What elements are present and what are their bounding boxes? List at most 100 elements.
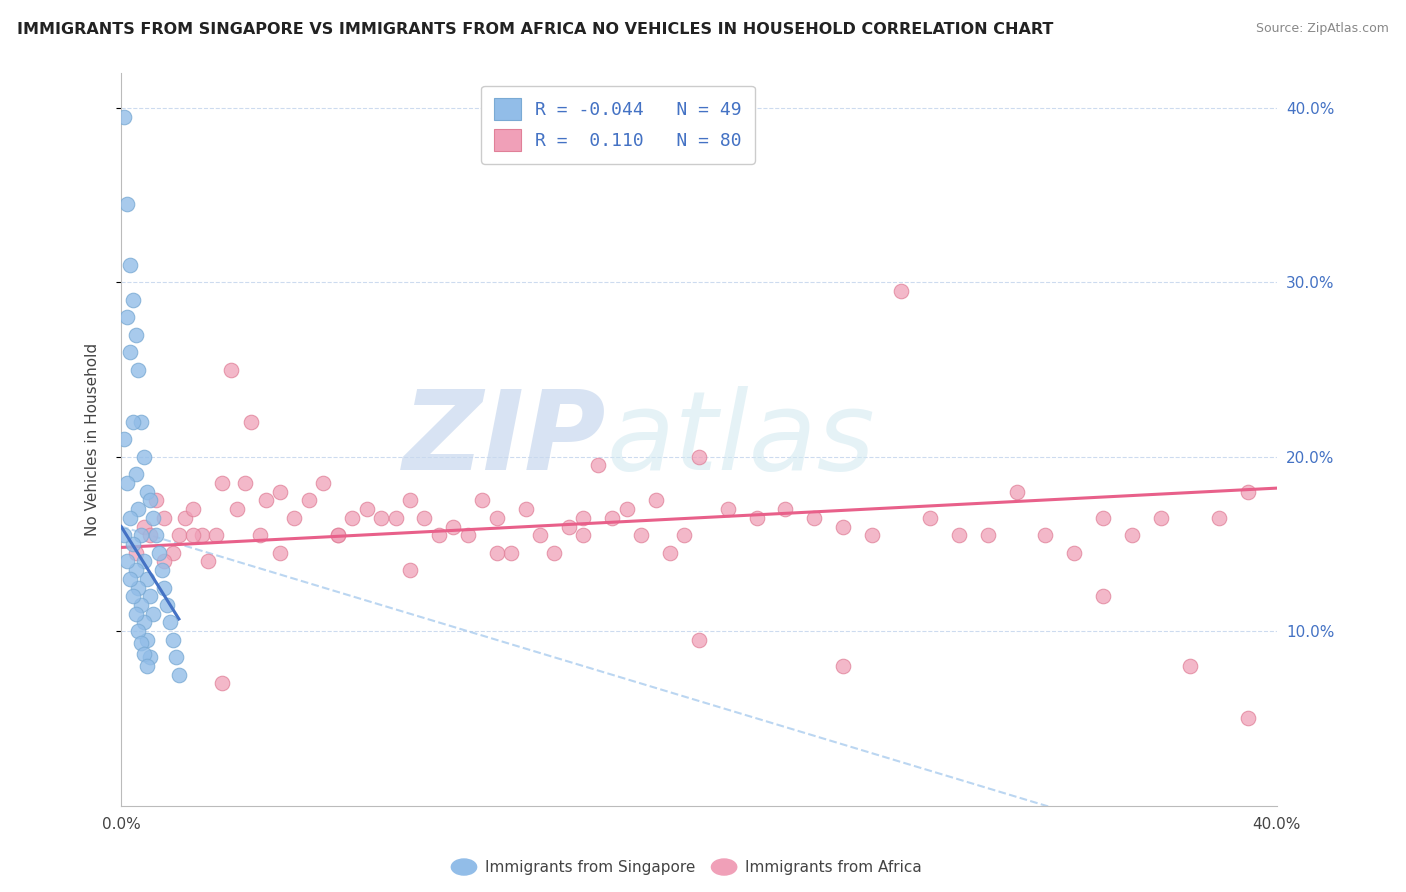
Point bbox=[139, 528, 162, 542]
Point bbox=[153, 581, 176, 595]
Point bbox=[115, 310, 138, 325]
Point bbox=[269, 546, 291, 560]
Point bbox=[156, 598, 179, 612]
Point bbox=[136, 632, 159, 647]
Point bbox=[153, 510, 176, 524]
Point bbox=[717, 502, 740, 516]
Legend: R = -0.044   N = 49, R =  0.110   N = 80: R = -0.044 N = 49, R = 0.110 N = 80 bbox=[481, 86, 755, 164]
Point bbox=[249, 528, 271, 542]
Point bbox=[153, 554, 176, 568]
Point bbox=[1121, 528, 1143, 542]
Point bbox=[600, 510, 623, 524]
Point bbox=[134, 519, 156, 533]
Point bbox=[254, 493, 277, 508]
Point bbox=[162, 632, 184, 647]
Point bbox=[139, 493, 162, 508]
Point bbox=[127, 624, 149, 639]
Point bbox=[326, 528, 349, 542]
Point bbox=[118, 258, 141, 272]
Point bbox=[142, 607, 165, 621]
Point bbox=[543, 546, 565, 560]
Point bbox=[131, 415, 153, 429]
Text: atlas: atlas bbox=[606, 385, 875, 492]
Point bbox=[413, 510, 436, 524]
Point bbox=[240, 415, 263, 429]
Y-axis label: No Vehicles in Household: No Vehicles in Household bbox=[86, 343, 100, 536]
Point bbox=[1092, 589, 1115, 603]
Point bbox=[115, 475, 138, 490]
Point bbox=[124, 327, 146, 342]
Point bbox=[167, 528, 190, 542]
Point bbox=[399, 563, 422, 577]
Point bbox=[124, 467, 146, 482]
Point bbox=[1150, 510, 1173, 524]
Point bbox=[485, 546, 508, 560]
Point bbox=[529, 528, 551, 542]
Point bbox=[139, 650, 162, 665]
Point bbox=[558, 519, 581, 533]
Point bbox=[112, 110, 135, 124]
Point bbox=[803, 510, 825, 524]
Point bbox=[441, 519, 464, 533]
Point bbox=[134, 647, 156, 661]
Point bbox=[134, 554, 156, 568]
Point bbox=[616, 502, 638, 516]
Point bbox=[233, 475, 256, 490]
Point bbox=[112, 432, 135, 446]
Point bbox=[948, 528, 970, 542]
Point bbox=[1236, 484, 1258, 499]
Point bbox=[159, 615, 181, 630]
Point bbox=[211, 475, 233, 490]
Point bbox=[1236, 711, 1258, 725]
Point bbox=[131, 636, 153, 650]
Point bbox=[1005, 484, 1028, 499]
Point bbox=[976, 528, 998, 542]
Point bbox=[630, 528, 652, 542]
Point bbox=[124, 607, 146, 621]
Point bbox=[139, 589, 162, 603]
Point bbox=[183, 528, 205, 542]
Text: IMMIGRANTS FROM SINGAPORE VS IMMIGRANTS FROM AFRICA NO VEHICLES IN HOUSEHOLD COR: IMMIGRANTS FROM SINGAPORE VS IMMIGRANTS … bbox=[17, 22, 1053, 37]
Point bbox=[131, 598, 153, 612]
Point bbox=[150, 563, 173, 577]
Point bbox=[121, 589, 143, 603]
Point bbox=[399, 493, 422, 508]
Point bbox=[1178, 659, 1201, 673]
Point bbox=[918, 510, 941, 524]
Point bbox=[136, 659, 159, 673]
Point bbox=[134, 450, 156, 464]
Point bbox=[225, 502, 247, 516]
Point bbox=[127, 362, 149, 376]
Point bbox=[485, 510, 508, 524]
Point bbox=[457, 528, 479, 542]
Point bbox=[165, 650, 187, 665]
Point bbox=[136, 484, 159, 499]
Point bbox=[118, 345, 141, 359]
Point bbox=[124, 563, 146, 577]
Point bbox=[269, 484, 291, 499]
Point bbox=[832, 519, 855, 533]
Point bbox=[121, 537, 143, 551]
Point bbox=[688, 632, 710, 647]
Point bbox=[121, 415, 143, 429]
Point bbox=[745, 510, 768, 524]
Point bbox=[136, 572, 159, 586]
Point bbox=[219, 362, 242, 376]
Point bbox=[148, 546, 170, 560]
Point bbox=[205, 528, 228, 542]
Point bbox=[191, 528, 214, 542]
Point bbox=[890, 284, 912, 298]
Point bbox=[112, 528, 135, 542]
Point bbox=[1063, 546, 1085, 560]
Point bbox=[173, 510, 195, 524]
Point bbox=[162, 546, 184, 560]
Text: Immigrants from Africa: Immigrants from Africa bbox=[745, 860, 922, 874]
Point bbox=[572, 528, 595, 542]
Point bbox=[1092, 510, 1115, 524]
Point bbox=[860, 528, 883, 542]
Point bbox=[342, 510, 364, 524]
Point bbox=[298, 493, 321, 508]
Point bbox=[326, 528, 349, 542]
Text: Immigrants from Singapore: Immigrants from Singapore bbox=[485, 860, 696, 874]
Point bbox=[134, 615, 156, 630]
